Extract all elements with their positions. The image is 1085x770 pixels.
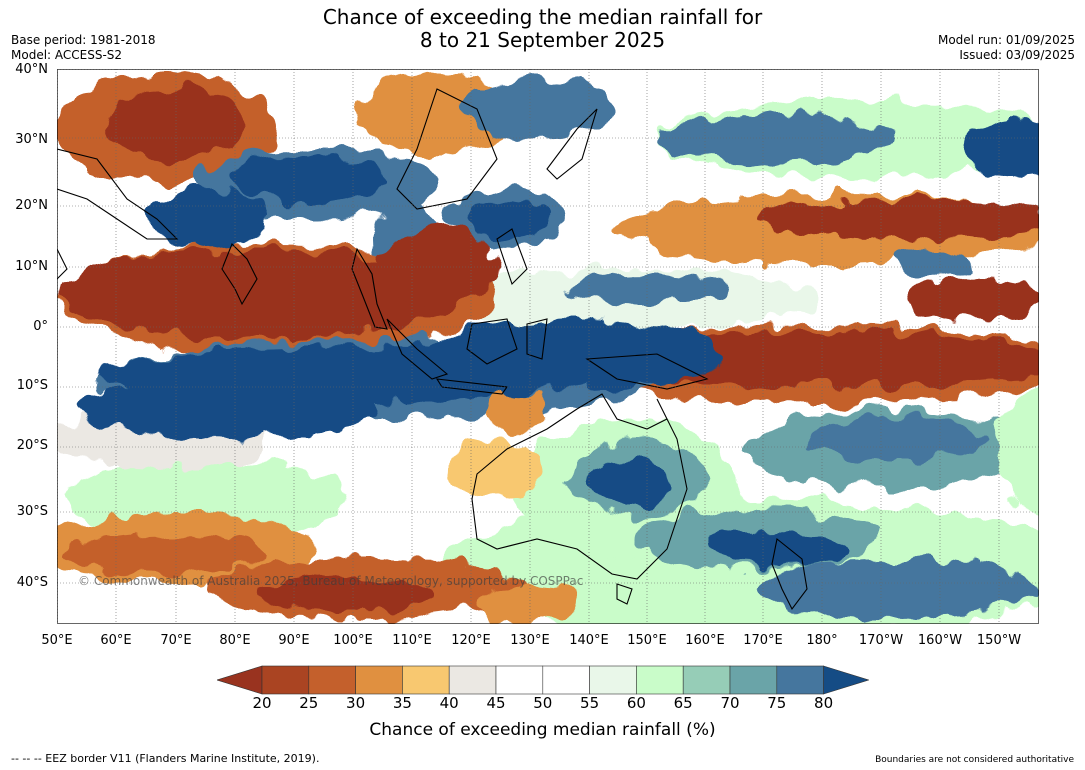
colorbar-segment	[729, 665, 778, 695]
longitude-label: 150°W	[976, 633, 1022, 648]
tasmania-outline	[616, 583, 633, 605]
india-outline	[221, 243, 258, 306]
colorbar-tick-label: 60	[626, 694, 646, 712]
colorbar-extend-low	[217, 665, 263, 695]
longitude-label: 70°E	[160, 633, 192, 648]
colorbar-segment	[542, 665, 590, 695]
colorbar-segment	[261, 665, 310, 695]
colorbar-segment	[448, 665, 497, 695]
china-coast-outline	[396, 88, 498, 210]
malay-peninsula-outline	[351, 247, 388, 330]
base-period: Base period: 1981-2018	[11, 33, 156, 47]
java-outline	[435, 378, 508, 395]
longitude-label: 60°E	[100, 633, 132, 648]
colorbar	[217, 665, 869, 695]
sumatra-outline	[386, 318, 449, 380]
colorbar-segment	[495, 665, 544, 695]
africa-horn-outline	[57, 248, 68, 280]
colorbar-tick-label: 50	[533, 694, 553, 712]
new-zealand-outline	[771, 538, 808, 611]
latitude-label: 20°S	[16, 438, 48, 453]
colorbar-tick-label: 55	[580, 694, 600, 712]
longitude-label: 150°E	[627, 633, 667, 648]
longitude-label: 90°E	[278, 633, 310, 648]
colorbar-tick-label: 30	[346, 694, 366, 712]
copyright-notice: © Commonwealth of Australia 2025, Bureau…	[78, 574, 584, 588]
longitude-label: 170°W	[858, 633, 904, 648]
longitude-label: 120°E	[451, 633, 491, 648]
philippines-outline	[496, 228, 528, 286]
latitude-label: 40°S	[16, 575, 48, 590]
colorbar-tick-label: 75	[767, 694, 787, 712]
colorbar-tick-label: 20	[252, 694, 272, 712]
latitude-label: 10°N	[15, 259, 48, 274]
colorbar-segment	[402, 665, 450, 695]
longitude-label: 130°E	[510, 633, 550, 648]
longitude-label: 100°E	[333, 633, 373, 648]
model-name: Model: ACCESS-S2	[11, 48, 123, 62]
colorbar-segment	[636, 665, 684, 695]
colorbar-tick-label: 45	[486, 694, 506, 712]
rainfall-map	[57, 69, 1039, 624]
latitude-label: 10°S	[16, 378, 48, 393]
colorbar-segment	[776, 665, 824, 695]
longitude-label: 140°E	[569, 633, 609, 648]
map-title-line2: 8 to 21 September 2025	[419, 28, 666, 52]
model-run-date: Model run: 01/09/2025	[937, 33, 1075, 47]
colorbar-tick-label: 65	[673, 694, 693, 712]
colorbar-tick-label: 25	[299, 694, 319, 712]
coastline-outlines	[57, 88, 808, 611]
map-title-line1: Chance of exceeding the median rainfall …	[322, 5, 763, 29]
new-guinea-outline	[585, 353, 709, 390]
colorbar-segment	[682, 665, 731, 695]
colorbar-extend-high	[823, 665, 869, 695]
colorbar-tick-label: 40	[439, 694, 459, 712]
sulawesi-outline	[526, 318, 548, 360]
borneo-outline	[466, 318, 518, 365]
longitude-label: 160°W	[917, 633, 963, 648]
gridlines	[57, 69, 1039, 624]
longitude-label: 110°E	[392, 633, 432, 648]
colorbar-tick-label: 70	[720, 694, 740, 712]
japan-outline	[546, 108, 598, 180]
latitude-label: 0°	[33, 319, 48, 334]
arabia-coast-outline	[57, 148, 179, 240]
eez-legend: -- -- -- EEZ border V11 (Flanders Marine…	[11, 752, 320, 765]
longitude-label: 180°	[806, 633, 838, 648]
colorbar-title: Chance of exceeding median rainfall (%)	[369, 720, 716, 740]
latitude-label: 30°S	[16, 504, 48, 519]
boundaries-disclaimer: Boundaries are not considered authoritat…	[875, 755, 1074, 765]
issued-date: Issued: 03/09/2025	[959, 48, 1075, 62]
rainfall-probability-field	[57, 74, 1039, 624]
latitude-label: 40°N	[15, 62, 48, 77]
map-frame	[57, 69, 1039, 624]
longitude-label: 80°E	[219, 633, 251, 648]
colorbar-segment	[308, 665, 356, 695]
latitude-label: 20°N	[15, 198, 48, 213]
latitude-label: 30°N	[15, 132, 48, 147]
longitude-label: 170°E	[743, 633, 783, 648]
colorbar-tick-label: 80	[814, 694, 834, 712]
australia-outline	[471, 393, 688, 580]
colorbar-segment	[355, 665, 403, 695]
colorbar-tick-label: 35	[392, 694, 412, 712]
colorbar-segment	[589, 665, 637, 695]
longitude-label: 50°E	[41, 633, 73, 648]
longitude-label: 160°E	[685, 633, 725, 648]
